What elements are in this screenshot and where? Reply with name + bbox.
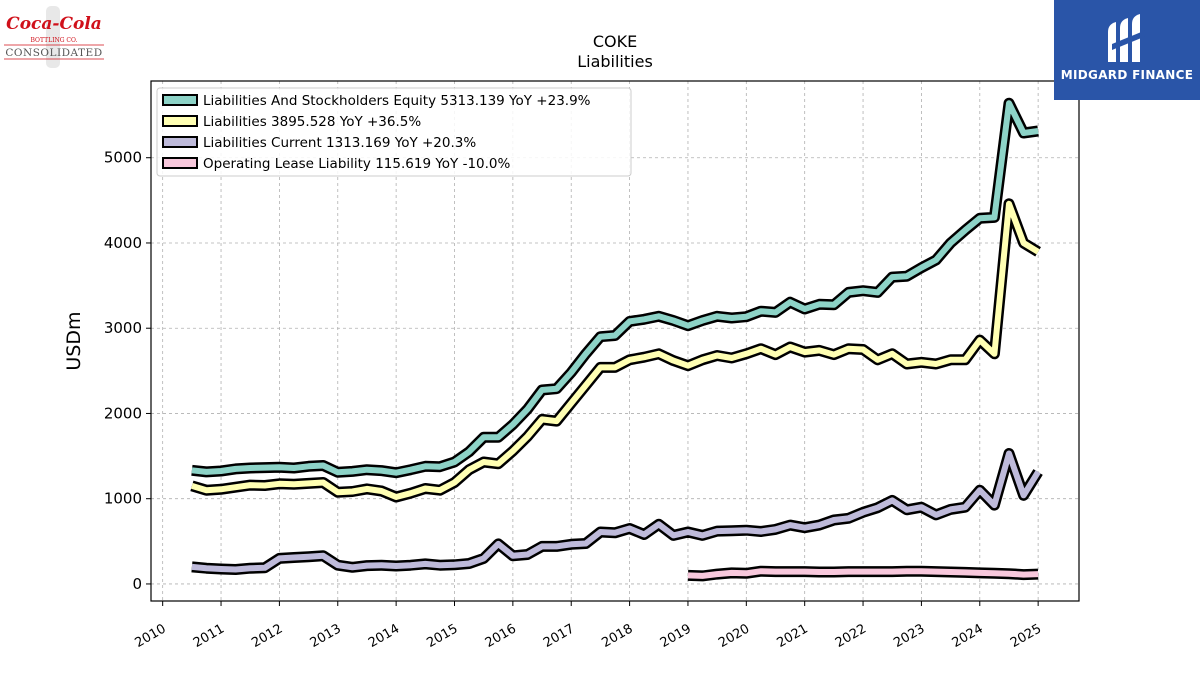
x-tick-label: 2020	[716, 621, 752, 651]
x-tick-label: 2016	[483, 621, 519, 651]
x-tick-label: 2018	[599, 621, 635, 651]
company-logo-line1: BOTTLING CO.	[31, 37, 78, 44]
x-tick-label: 2025	[1008, 621, 1044, 651]
legend-swatch	[162, 115, 198, 127]
legend-entry: Operating Lease Liability 115.619 YoY -1…	[203, 156, 511, 172]
x-tick-label: 2013	[308, 621, 344, 651]
y-axis: 0 1000 2000 3000 4000 5000	[104, 149, 151, 593]
x-tick-label: 2015	[424, 621, 460, 651]
chart-title: COKE	[593, 32, 637, 51]
y-tick-label: 2000	[104, 404, 142, 422]
brand-name: MIDGARD FINANCE	[1060, 68, 1194, 82]
series-line-outline	[190, 198, 1041, 503]
series-line	[687, 568, 1039, 579]
y-axis-label: USDm	[63, 311, 85, 370]
company-logo: Coca-Cola BOTTLING CO. CONSOLIDATED	[4, 6, 104, 68]
legend-swatch	[162, 136, 198, 148]
x-axis: 2010 2011 2012 2013 2014 2015 2016 2017 2018 2019…	[133, 601, 1044, 651]
chart-subtitle: Liabilities	[577, 52, 653, 71]
legend-entry: Liabilities And Stockholders Equity 5313…	[203, 93, 591, 109]
legend: Liabilities And Stockholders Equity 5313…	[156, 87, 632, 177]
legend-entry: Liabilities Current 1313.169 YoY +20.3%	[203, 135, 476, 151]
x-tick-label: 2022	[833, 621, 869, 651]
y-tick-label: 4000	[104, 234, 142, 252]
legend-entry: Liabilities 3895.528 YoY +36.5%	[203, 114, 421, 130]
series-line	[191, 450, 1041, 573]
bottle-watermark-icon	[46, 6, 60, 68]
x-tick-label: 2011	[191, 621, 227, 651]
company-wordmark: Coca-Cola	[6, 14, 102, 34]
legend-swatch	[162, 94, 198, 106]
x-tick-label: 2023	[891, 621, 927, 651]
x-tick-label: 2010	[133, 621, 169, 651]
series-line	[191, 100, 1039, 476]
y-tick-label: 0	[132, 575, 142, 593]
plot-area	[150, 80, 1080, 602]
y-tick-label: 5000	[104, 149, 142, 167]
series-layer	[190, 97, 1043, 582]
y-tick-label: 1000	[104, 490, 142, 508]
brand-badge: MIDGARD FINANCE	[1054, 0, 1200, 100]
y-tick-label: 3000	[104, 319, 142, 337]
midgard-logo-icon	[1108, 14, 1146, 62]
company-logo-line2: CONSOLIDATED	[5, 47, 102, 59]
x-tick-label: 2021	[775, 621, 811, 651]
x-tick-label: 2017	[541, 621, 577, 651]
series-line	[191, 200, 1040, 500]
x-tick-label: 2024	[950, 621, 986, 651]
legend-swatch	[162, 157, 198, 169]
x-tick-label: 2014	[366, 621, 402, 651]
x-tick-label: 2019	[658, 621, 694, 651]
x-tick-label: 2012	[249, 621, 285, 651]
legend-box	[156, 87, 632, 177]
